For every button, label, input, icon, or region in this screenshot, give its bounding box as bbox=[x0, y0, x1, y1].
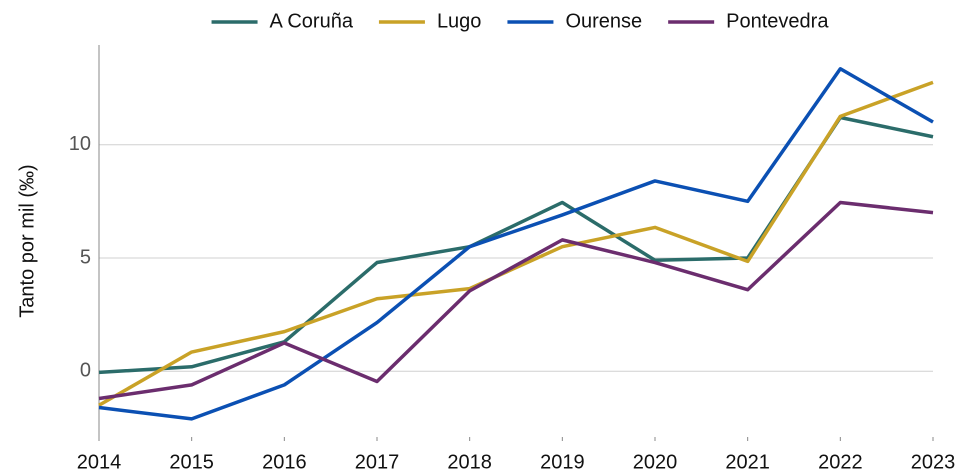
y-tick-label: 5 bbox=[80, 246, 91, 268]
y-tick-label: 10 bbox=[69, 133, 91, 155]
x-tick-label: 2023 bbox=[911, 451, 956, 472]
legend-label: Ourense bbox=[565, 10, 642, 32]
x-tick-label: 2020 bbox=[633, 451, 678, 472]
y-tick-label: 0 bbox=[80, 360, 91, 382]
x-tick-label: 2014 bbox=[77, 451, 122, 472]
series-line bbox=[98, 80, 934, 407]
series-line bbox=[98, 67, 934, 421]
x-tick-label: 2015 bbox=[169, 451, 214, 472]
legend-label: Pontevedra bbox=[726, 10, 829, 32]
x-tick-label: 2017 bbox=[355, 451, 400, 472]
series-line bbox=[98, 200, 934, 401]
x-tick-label: 2019 bbox=[540, 451, 585, 472]
x-tick-label: 2016 bbox=[262, 451, 307, 472]
x-tick-label: 2018 bbox=[447, 451, 492, 472]
y-axis-label: Tanto por mil (‰) bbox=[16, 164, 38, 317]
legend-label: A Coruña bbox=[270, 10, 354, 32]
legend-label: Lugo bbox=[437, 10, 482, 32]
x-tick-label: 2022 bbox=[818, 451, 863, 472]
x-tick-label: 2021 bbox=[725, 451, 770, 472]
series-line bbox=[98, 115, 934, 375]
